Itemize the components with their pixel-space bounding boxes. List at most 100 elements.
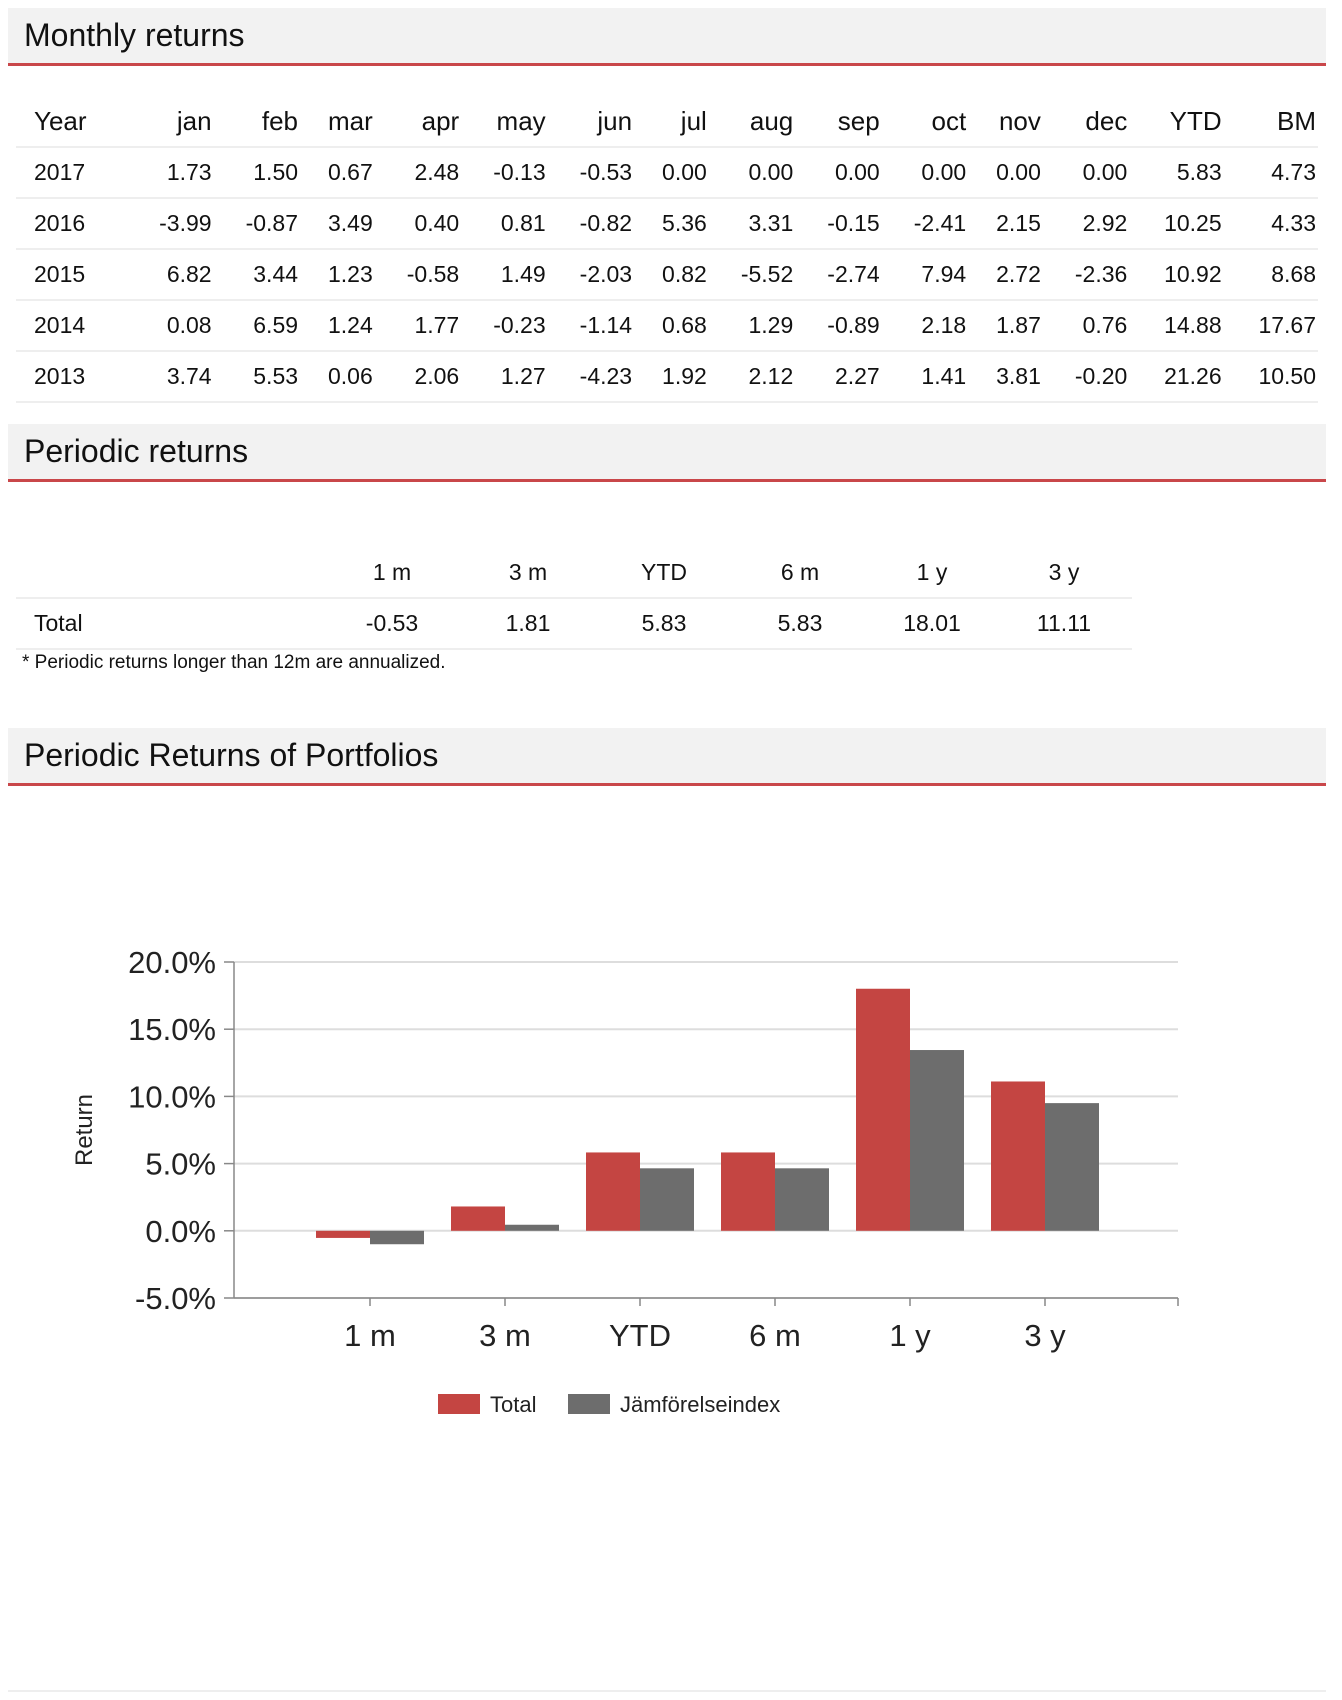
column-header: 1 y [868,548,996,599]
legend-label-benchmark: Jämförelseindex [620,1392,780,1417]
table-cell: 7.94 [881,249,969,301]
table-cell: 0.67 [300,147,375,199]
legend-swatch-total [438,1394,480,1414]
column-header: jul [634,96,709,148]
table-cell: 5.83 [1129,147,1224,199]
column-header: YTD [1129,96,1224,148]
y-tick-label: 15.0% [128,1012,216,1047]
table-cell: 3.44 [213,249,301,301]
column-header: oct [881,96,969,148]
table-cell: 1.23 [300,249,375,301]
column-header: sep [795,96,882,148]
table-cell: 1.24 [300,300,375,352]
table-cell: 1.77 [374,300,462,352]
table-row: 2014 0.08 6.59 1.24 1.77 -0.23 -1.14 0.68 1.29 -0… [16,300,1318,352]
table-cell: 0.68 [634,300,709,352]
monthly-returns-header: Monthly returns [8,8,1326,66]
table-cell: 3.81 [968,351,1043,403]
table-cell: -1.14 [547,300,635,352]
table-cell: 2.48 [374,147,462,199]
table-cell: 6.59 [213,300,301,352]
bar-benchmark [910,1050,964,1231]
bar-benchmark [775,1168,829,1231]
table-cell: -0.13 [461,147,548,199]
bar-total [586,1152,640,1231]
table-cell: 0.00 [968,147,1043,199]
table-cell: 18.01 [868,598,996,650]
column-header: 6 m [732,548,868,599]
table-cell: 3.74 [127,351,214,403]
table-cell: 2.15 [968,198,1043,250]
table-cell: 1.92 [634,351,709,403]
y-tick-label: 20.0% [128,945,216,980]
monthly-returns-table: Year jan feb mar apr may jun jul aug sep oct nov dec… [16,96,1318,403]
table-cell: 10.92 [1129,249,1224,301]
table-cell: 1.27 [461,351,548,403]
table-cell: 1.50 [213,147,301,199]
table-cell: 1.49 [461,249,548,301]
bar-total [451,1206,505,1231]
column-header: apr [374,96,462,148]
table-cell: 5.53 [213,351,301,403]
bar-benchmark [640,1168,694,1231]
table-header-row: Year jan feb mar apr may jun jul aug sep oct nov dec… [16,96,1318,148]
table-row: Total -0.53 1.81 5.83 5.83 18.01 11.11 [16,598,1132,650]
bar-total [316,1230,370,1238]
x-tick-label: 3 y [1024,1318,1066,1353]
column-header: 1 m [324,548,460,599]
table-cell: 0.06 [300,351,375,403]
table-cell: 1.81 [460,598,596,650]
table-row: 2015 6.82 3.44 1.23 -0.58 1.49 -2.03 0.82 -5.52-… [16,249,1318,301]
bar-total [991,1081,1045,1231]
table-cell: 10.50 [1223,351,1318,403]
table-cell: 5.36 [634,198,709,250]
table-cell: -2.36 [1042,249,1130,301]
table-cell: -0.15 [795,198,882,250]
table-cell: 0.00 [708,147,796,199]
table-cell: 0.40 [374,198,462,250]
table-cell: -0.53 [324,598,460,650]
table-cell: -2.41 [881,198,969,250]
bar-benchmark [1045,1103,1099,1231]
bar-benchmark [370,1230,424,1245]
table-cell: 0.81 [461,198,548,250]
row-label: 2015 [16,249,128,301]
periodic-footnote: * Periodic returns longer than 12m are a… [22,652,446,673]
periodic-returns-chart: -5.0% 0.0% 5.0% 10.0% 15.0% 20.0% Return 1 m 3 m… [71,945,1179,1417]
column-header: BM [1223,96,1318,148]
table-cell: -0.58 [374,249,462,301]
table-cell: -3.99 [127,198,214,250]
column-header: may [461,96,548,148]
row-label: 2013 [16,351,128,403]
table-cell: 3.31 [708,198,796,250]
bar-benchmark [505,1224,559,1231]
table-cell: -2.74 [795,249,882,301]
table-cell: 2.92 [1042,198,1130,250]
table-cell: 0.00 [634,147,709,199]
column-header: aug [708,96,796,148]
bar-total [721,1152,775,1231]
chart-section-title: Periodic Returns of Portfolios [24,737,439,773]
y-axis-label: Return [71,1094,98,1166]
periodic-returns-header: Periodic returns [8,424,1326,482]
y-tick-label: 5.0% [145,1147,216,1182]
table-cell: 10.25 [1129,198,1224,250]
table-cell: 0.82 [634,249,709,301]
table-cell: -4.23 [547,351,635,403]
table-cell: 2.12 [708,351,796,403]
table-cell: 3.49 [300,198,375,250]
table-row: 2013 3.74 5.53 0.06 2.06 1.27 -4.23 1.92 2.12 2.2… [16,351,1318,403]
table-cell: 2.18 [881,300,969,352]
table-cell: -0.20 [1042,351,1130,403]
column-header: 3 m [460,548,596,599]
y-tick-label: -5.0% [135,1281,216,1316]
table-cell: 17.67 [1223,300,1318,352]
table-cell: 4.33 [1223,198,1318,250]
table-cell: 4.73 [1223,147,1318,199]
table-cell: 6.82 [127,249,214,301]
periodic-returns-title: Periodic returns [24,433,249,469]
column-header: mar [300,96,375,148]
row-label: 2017 [16,147,128,199]
table-cell: 2.27 [795,351,882,403]
